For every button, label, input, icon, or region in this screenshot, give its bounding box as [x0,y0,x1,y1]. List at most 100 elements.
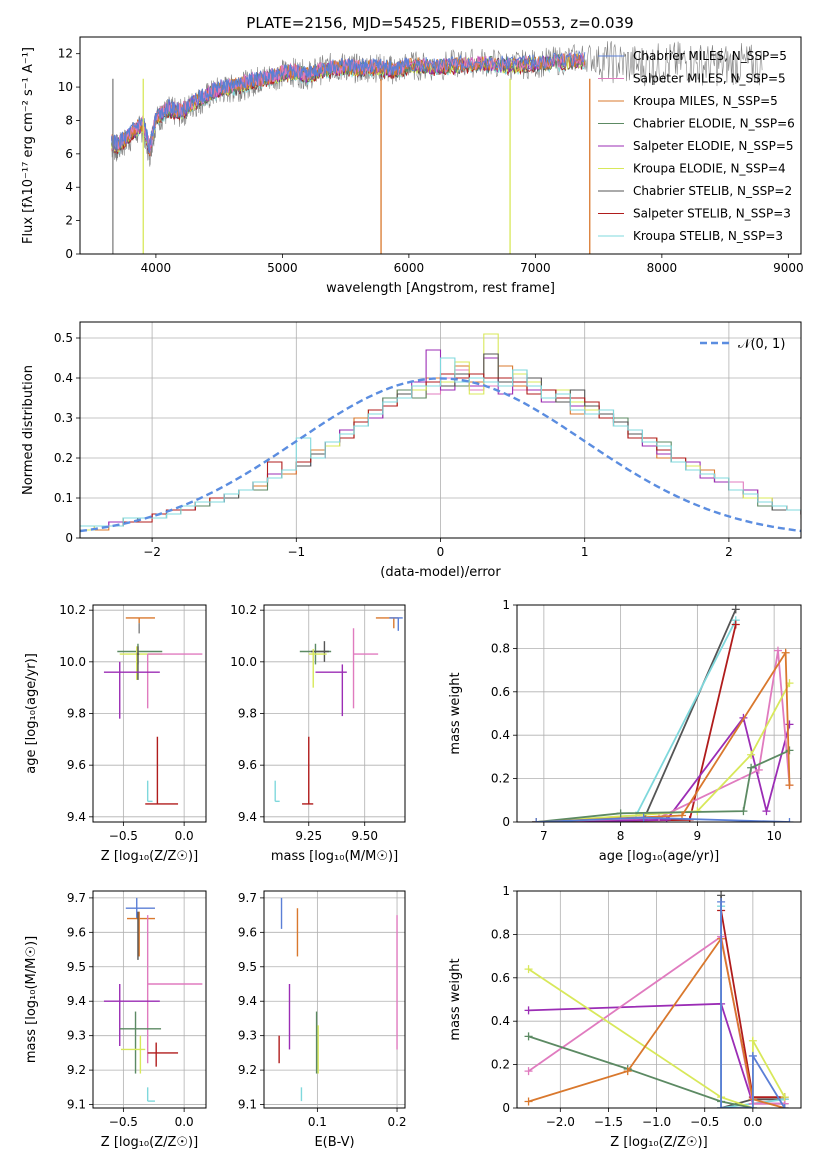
x-tick-label: 0.2 [387,1115,406,1129]
legend-label: Salpeter MILES, N_SSP=5 [633,72,786,86]
x-tick-label: 4000 [141,261,172,275]
y-tick-label: 9.4 [67,810,86,824]
panel-spectrum: 4000 5000 6000 7000 8000 9000 0 2 4 6 8 10 12 wavelen… [21,36,804,296]
plus-marker [748,1036,757,1045]
axes-frame [79,36,802,255]
model-spectrum-line [111,53,586,153]
y-tick-label: 2 [65,214,73,228]
x-tick-label: 1 [581,545,589,559]
axes-frame [92,890,207,1109]
y-tick-label: 0 [502,815,510,829]
y-tick-label: 9.8 [238,707,257,721]
legend-label: Kroupa MILES, N_SSP=5 [633,94,778,108]
y-tick-label: 8 [65,113,73,127]
mass-weight-line [528,968,786,1108]
y-axis-label: mass weight [448,672,463,754]
legend-label: Kroupa ELODIE, N_SSP=4 [633,162,786,176]
y-tick-label: 0.6 [491,685,510,699]
mass-weight-line [536,624,737,822]
y-tick-label: 1 [502,598,510,612]
plus-marker [785,720,794,729]
figure-title: PLATE=2156, MJD=54525, FIBERID=0553, z=0… [246,14,633,32]
y-axis-label: Flux [fλ10⁻¹⁷ erg cm⁻² s⁻¹ A⁻¹] [21,47,36,244]
x-tick-label: −0.5 [109,1115,138,1129]
x-tick-label: −1 [287,545,305,559]
plus-marker [524,1006,533,1015]
y-tick-label: 9.6 [238,758,257,772]
y-tick-label: 10.2 [230,603,257,617]
y-tick-label: 9.6 [238,925,257,939]
x-tick-label: 6000 [394,261,425,275]
legend-label: Chabrier STELIB, N_SSP=2 [633,184,792,198]
y-tick-label: 9.1 [67,1098,86,1112]
mass-weight-line [536,619,737,822]
panel-mass-vs-Z: −0.5 0.0 9.1 9.2 9.3 9.4 9.5 9.6 9.7 Z [log₁₀(Z/Z… [24,890,207,1150]
plus-marker [524,965,533,974]
plus-marker [532,818,541,822]
mass-weight-line [536,682,791,822]
y-tick-label: 6 [65,147,73,161]
y-tick-label: 0.2 [54,451,73,465]
x-tick-label: −1.5 [594,1115,623,1129]
plus-marker [623,1067,632,1076]
mass-weight-line [528,1035,754,1108]
legend-label: Salpeter STELIB, N_SSP=3 [633,207,791,221]
x-axis-label: Z [log₁₀(Z/Z☉)] [101,1135,198,1150]
x-tick-label: 9.25 [295,829,322,843]
y-tick-label: 0.4 [54,371,73,385]
mass-weight-line [536,649,791,822]
plus-marker [717,1104,726,1108]
y-axis-label: age [log₁₀(age/yr)] [24,653,39,774]
x-tick-label: 0.1 [308,1115,327,1129]
histogram-step [80,373,801,527]
y-tick-label: 9.6 [67,758,86,772]
plus-marker [524,1032,533,1041]
y-tick-label: 4 [65,180,73,194]
plus-marker [780,1093,789,1102]
x-tick-label: 8000 [647,261,678,275]
normal-curve [80,377,801,533]
x-tick-label: 2 [725,545,733,559]
y-tick-label: 9.8 [67,707,86,721]
y-tick-label: 9.5 [67,960,86,974]
legend-label: Salpeter ELODIE, N_SSP=5 [633,139,794,153]
axes-frame [92,604,207,823]
mass-weight-line [720,901,786,1108]
panel-age-vs-Z: −0.5 0.0 9.4 9.6 9.8 10.0 10.2 Z [log₁₀(Z/Z☉)] a… [24,603,207,864]
y-tick-label: 9.5 [238,960,257,974]
plus-marker [717,897,726,906]
x-tick-label: 7000 [520,261,551,275]
x-tick-label: 0 [437,545,445,559]
x-axis-label: mass [log₁₀(M/M☉)] [271,849,398,864]
y-tick-label: 10.2 [59,603,86,617]
y-tick-label: 0.5 [54,331,73,345]
y-tick-label: 0 [502,1101,510,1115]
plus-marker [639,813,648,822]
legend-label: Kroupa STELIB, N_SSP=3 [633,229,783,243]
panel-massweight-vs-age: 7 8 9 10 0 0.2 0.4 0.6 0.8 1 age [log₁₀(age/yr)] ma… [448,598,802,864]
plot-area [532,605,794,822]
plus-marker [739,807,748,816]
x-axis-label: Z [log₁₀(Z/Z☉)] [610,1135,707,1150]
panel-mass-vs-EBV: 0.1 0.2 9.1 9.2 9.3 9.4 9.5 9.6 9.7 E(B-V) [238,890,407,1150]
x-axis-label: wavelength [Angstrom, rest frame] [326,281,555,296]
x-tick-label: −0.5 [690,1115,719,1129]
plus-marker [781,648,790,657]
x-tick-label: −0.5 [109,829,138,843]
y-tick-label: 9.3 [238,1029,257,1043]
y-tick-label: 9.1 [238,1098,257,1112]
histogram-step [80,333,801,531]
axes-frame [79,321,802,539]
plus-marker [785,818,794,822]
axes-frame [516,890,802,1109]
axes-frame [516,604,802,823]
histogram-step [80,357,801,527]
x-tick-label: 9 [694,829,702,843]
x-axis-label: E(B-V) [314,1135,354,1150]
plus-marker [731,605,740,614]
plus-marker [762,807,771,816]
plot-area [274,617,403,805]
y-tick-label: 0 [65,247,73,261]
plot-area [103,897,203,1102]
